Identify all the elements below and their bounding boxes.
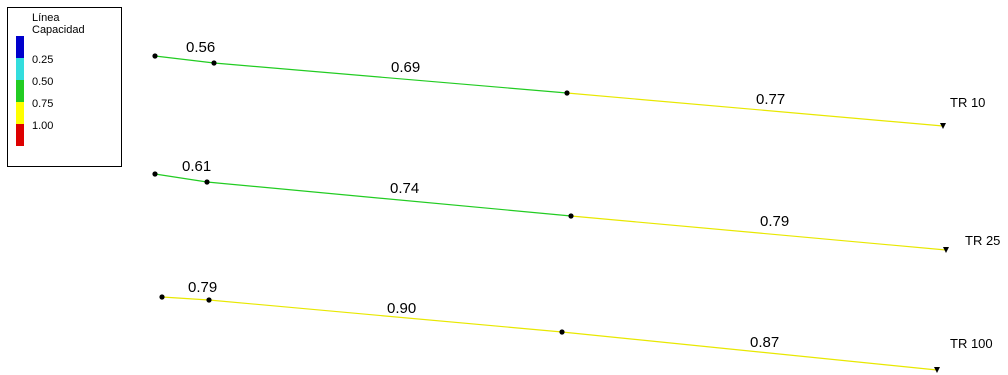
end-triangle-icon <box>934 367 940 373</box>
segment-line[interactable] <box>161 296 210 301</box>
legend-tick-1: 0.50 <box>32 76 54 88</box>
segment-line[interactable] <box>154 173 208 183</box>
segment-value-label: 0.56 <box>186 39 215 56</box>
node-point[interactable] <box>204 179 210 185</box>
node-point[interactable] <box>559 329 565 335</box>
segment-value-label: 0.90 <box>387 300 416 317</box>
legend-tick-2: 0.75 <box>32 98 54 110</box>
end-triangle-icon <box>940 123 946 129</box>
legend-swatch-1 <box>16 58 24 80</box>
legend-swatch-2 <box>16 80 24 102</box>
route-tr100: 0.79 0.90 0.87 TR 100 <box>159 279 993 373</box>
node-point[interactable] <box>152 171 158 177</box>
segment-value-label: 0.61 <box>182 158 211 175</box>
segment-line[interactable] <box>154 55 215 64</box>
node-point[interactable] <box>159 294 165 300</box>
route-label: TR 10 <box>950 95 985 110</box>
segment-value-label: 0.74 <box>390 180 419 197</box>
segment-value-label: 0.69 <box>391 59 420 76</box>
node-point[interactable] <box>564 90 570 96</box>
legend-tick-3: 1.00 <box>32 120 54 132</box>
node-point[interactable] <box>152 53 158 59</box>
segment-line[interactable] <box>213 62 568 94</box>
legend-subtitle: Capacidad <box>32 24 85 36</box>
segment-value-label: 0.79 <box>760 213 789 230</box>
segment-line[interactable] <box>561 331 938 371</box>
node-point[interactable] <box>568 213 574 219</box>
segment-value-label: 0.87 <box>750 334 779 351</box>
segment-line[interactable] <box>566 92 944 127</box>
legend-swatch-0 <box>16 36 24 58</box>
route-tr10: 0.56 0.69 0.77 TR 10 <box>152 39 985 129</box>
legend-swatch-3 <box>16 102 24 124</box>
legend-title: Línea <box>32 12 60 24</box>
segment-line[interactable] <box>570 215 947 251</box>
node-point[interactable] <box>211 60 217 66</box>
segment-value-label: 0.79 <box>188 279 217 296</box>
legend-tick-0: 0.25 <box>32 54 54 66</box>
legend-swatch-4 <box>16 124 24 146</box>
segment-line[interactable] <box>208 299 563 333</box>
legend: Línea Capacidad 0.25 0.50 0.75 1.00 <box>7 7 122 167</box>
route-label: TR 25 <box>965 233 1000 248</box>
node-point[interactable] <box>206 297 212 303</box>
segment-value-label: 0.77 <box>756 91 785 108</box>
segment-line[interactable] <box>206 181 572 217</box>
route-tr25: 0.61 0.74 0.79 TR 25 <box>152 158 1000 253</box>
end-triangle-icon <box>943 247 949 253</box>
route-label: TR 100 <box>950 336 993 351</box>
legend-color-bar <box>16 36 24 146</box>
